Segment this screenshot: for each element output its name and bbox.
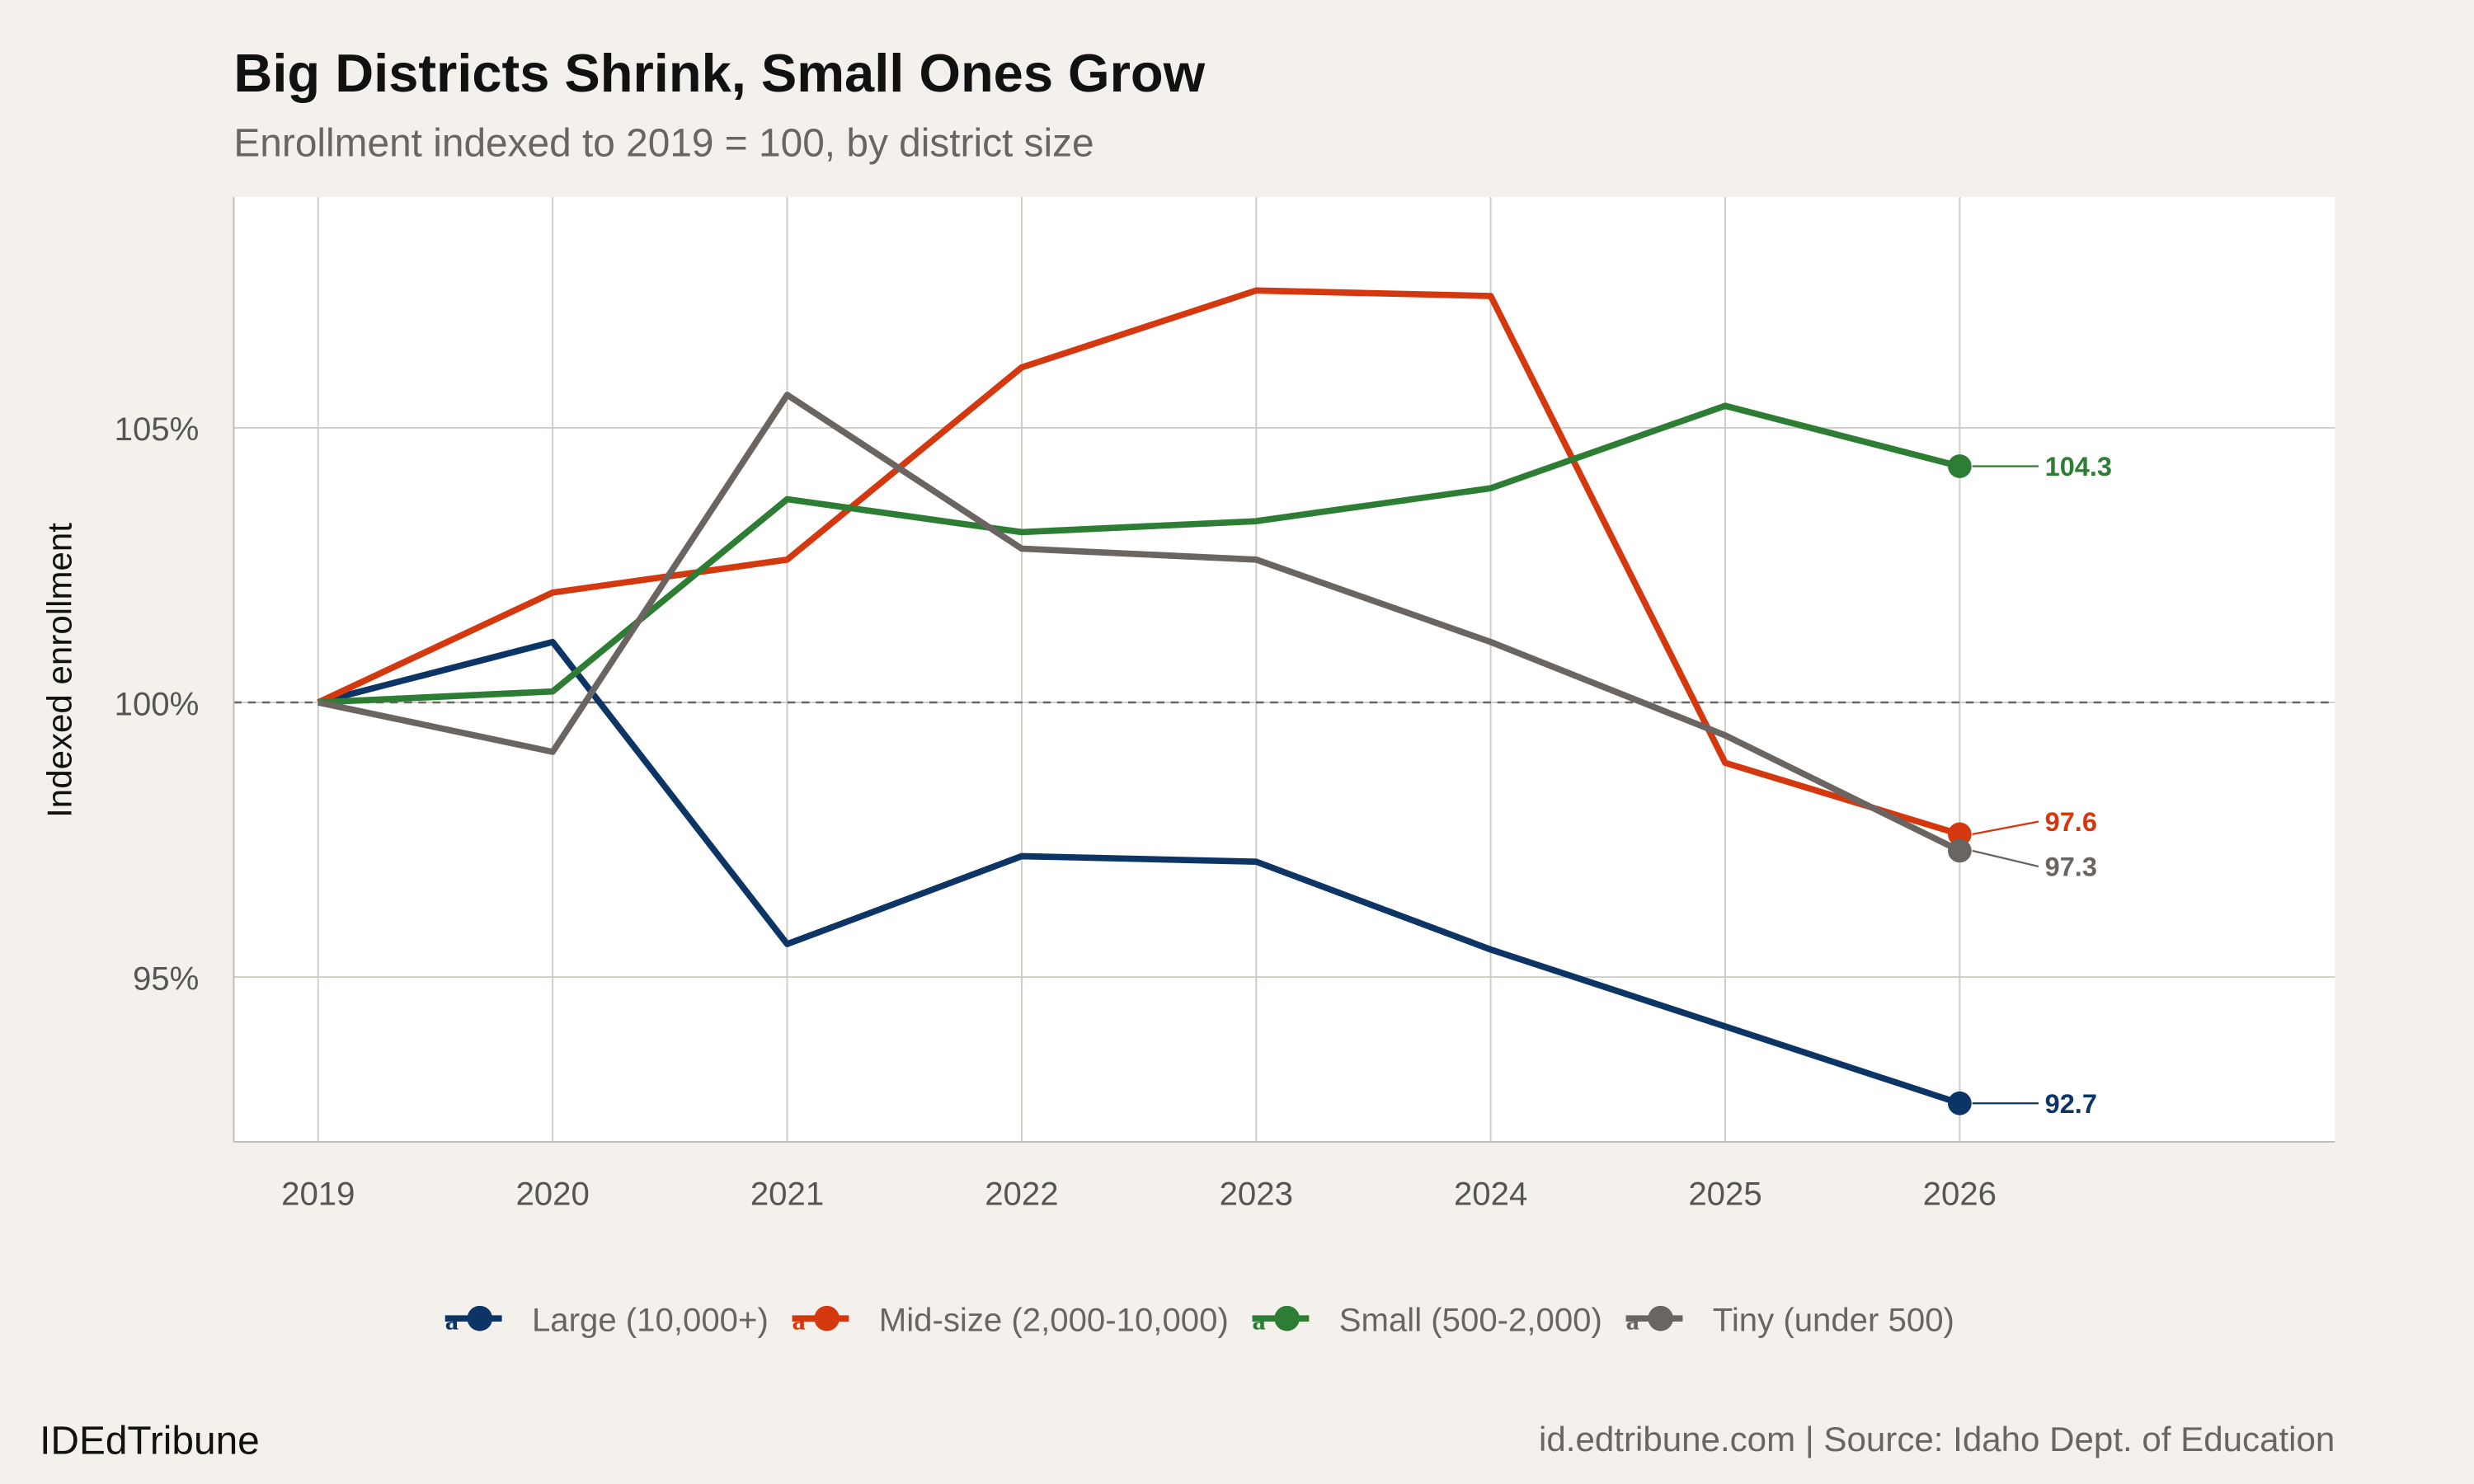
y-tick-label: 105%: [115, 411, 200, 448]
x-tick-label: 2025: [1688, 1175, 1761, 1212]
legend-item: aMid-size (2,000-10,000): [792, 1301, 1229, 1338]
end-label: 104.3: [2045, 452, 2112, 481]
label-leader: [1972, 820, 2039, 835]
series-3: 97.3: [317, 392, 2097, 881]
plot-area: [233, 197, 2335, 1142]
y-tick-label: 95%: [133, 960, 199, 997]
series-line: [317, 402, 1961, 706]
legend-key-dot: [1274, 1305, 1300, 1331]
x-tick-label: 2022: [985, 1175, 1058, 1212]
brand-label: IDEdTribune: [40, 1420, 260, 1463]
legend-label: Mid-size (2,000-10,000): [879, 1301, 1229, 1338]
legend-key-dot: [467, 1305, 493, 1331]
end-point: [1948, 454, 1972, 478]
series-line: [317, 287, 1961, 838]
x-tick-label: 2026: [1923, 1175, 1997, 1212]
legend-label: Small (500-2,000): [1339, 1301, 1602, 1338]
chart-title: Big Districts Shrink, Small Ones Grow: [233, 43, 1205, 103]
end-point: [1948, 1091, 1972, 1115]
legend-label: Tiny (under 500): [1713, 1301, 1954, 1338]
legend-key-dot: [814, 1305, 840, 1331]
series-2: 104.3: [317, 402, 2112, 706]
legend-item: aLarge (10,000+): [445, 1301, 769, 1338]
x-tick-label: 2020: [515, 1175, 589, 1212]
axes: 2019 2020 2021 2022 2023 2024 2025 2026 95% 100% 1…: [115, 197, 2335, 1212]
series-group: 92.7 97.6 104.3 97.3: [317, 287, 2112, 1119]
label-leader: [1972, 849, 2039, 868]
chart-subtitle: Enrollment indexed to 2019 = 100, by dis…: [233, 121, 1094, 165]
end-label: 97.3: [2045, 852, 2097, 881]
legend-key-dot: [1648, 1305, 1673, 1331]
legend-item: aTiny (under 500): [1626, 1301, 1954, 1338]
legend-item: aSmall (500-2,000): [1252, 1301, 1602, 1338]
source-note: id.edtribune.com | Source: Idaho Dept. o…: [1539, 1420, 2335, 1458]
end-label: 92.7: [2045, 1089, 2097, 1119]
end-label: 97.6: [2045, 807, 2097, 837]
legend-label: Large (10,000+): [532, 1301, 769, 1338]
series-line: [317, 392, 1962, 854]
y-axis-label: Indexed enrollment: [40, 523, 78, 818]
x-tick-label: 2024: [1454, 1175, 1527, 1212]
end-point: [1948, 822, 1972, 847]
end-point: [1948, 838, 1972, 863]
x-tick-label: 2023: [1220, 1175, 1293, 1212]
x-tick-label: 2019: [281, 1175, 355, 1212]
y-tick-label: 100%: [115, 685, 200, 722]
legend: aLarge (10,000+) aMid-size (2,000-10,000)…: [445, 1301, 1954, 1338]
x-tick-label: 2021: [750, 1175, 824, 1212]
series-1: 97.6: [317, 287, 2097, 847]
grid: [233, 197, 2335, 1142]
